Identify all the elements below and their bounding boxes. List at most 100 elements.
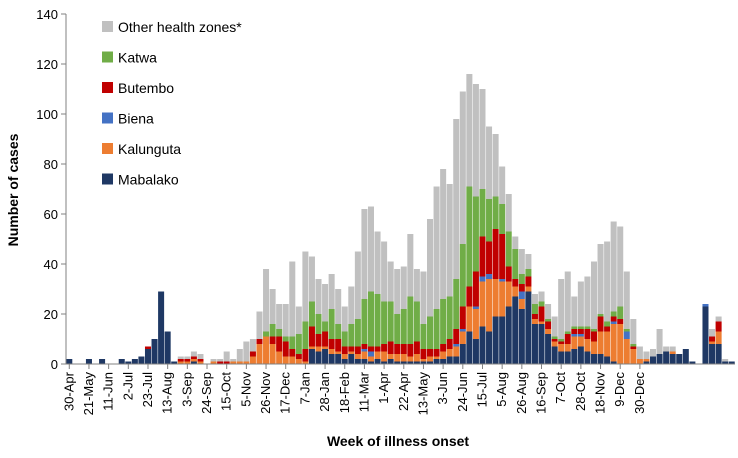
bar-segment-mabalako xyxy=(571,349,578,364)
bar-segment-mabalako xyxy=(322,349,329,364)
bar-segment-mabalako xyxy=(518,309,525,364)
bar-segment-mabalako xyxy=(643,361,650,364)
bar-segment-butembo xyxy=(604,326,611,332)
bar-segment-mabalako xyxy=(420,361,427,364)
bar-segment-kalunguta xyxy=(531,319,538,324)
bar-segment-mabalako xyxy=(138,356,145,364)
x-tick-label: 18-Nov xyxy=(593,372,608,414)
bar-segment-other-health-zones xyxy=(394,269,401,314)
bar-segment-other-health-zones xyxy=(263,269,270,332)
bar-segment-katwa xyxy=(472,196,479,272)
bar-segment-butembo xyxy=(315,334,322,347)
bar-segment-other-health-zones xyxy=(518,249,525,274)
bar-segment-kalunguta xyxy=(269,344,276,364)
bar-segment-butembo xyxy=(289,349,296,357)
bar-segment-butembo xyxy=(505,266,512,282)
bar-segment-katwa xyxy=(361,299,368,344)
bar-segment-other-health-zones xyxy=(499,166,506,204)
bar-segment-butembo xyxy=(459,306,466,329)
x-tick-label: 24-Sep xyxy=(199,372,214,414)
bar-segment-other-health-zones xyxy=(322,284,329,322)
bar-segment-kalunguta xyxy=(466,306,473,332)
bar-segment-other-health-zones xyxy=(545,304,552,319)
y-tick-label: 100 xyxy=(36,107,58,122)
x-tick-label: 26-Aug xyxy=(514,372,529,414)
bar-segment-katwa xyxy=(269,324,276,337)
bar-segment-butembo xyxy=(531,314,538,319)
bar-segment-other-health-zones xyxy=(577,281,584,327)
bar-segment-butembo xyxy=(584,329,591,339)
y-tick-labels: 0 20 40 60 80 100 120 140 xyxy=(36,7,58,372)
bar-segment-katwa xyxy=(420,324,427,349)
bar-segment-mabalako xyxy=(558,351,565,364)
bar-segment-kalunguta xyxy=(577,336,584,347)
bar-segment-mabalako xyxy=(190,361,197,364)
bar-segment-other-health-zones xyxy=(551,316,558,337)
bar-segment-kalunguta xyxy=(282,356,289,364)
bar-segment-katwa xyxy=(512,249,519,279)
bar-segment-katwa xyxy=(374,294,381,347)
legend-swatch-katwa xyxy=(102,51,113,63)
bar-segment-kalunguta xyxy=(571,336,578,349)
bar-segment-other-health-zones xyxy=(381,241,388,302)
bar-segment-butembo xyxy=(709,336,716,342)
bar-segment-butembo xyxy=(518,284,525,292)
bar-segment-mabalako xyxy=(472,339,479,364)
bar-segment-mabalako xyxy=(367,361,374,364)
bar-segment-katwa xyxy=(545,319,552,322)
bar-segment-mabalako xyxy=(99,359,106,364)
bar-segment-other-health-zones xyxy=(269,289,276,324)
legend: Other health zones* Katwa Butembo Biena Kalu… xyxy=(102,19,242,188)
bar-segment-katwa xyxy=(354,319,361,347)
bar-segment-other-health-zones xyxy=(479,89,486,189)
bar-segment-other-health-zones xyxy=(361,209,368,299)
bar-segment-butembo xyxy=(551,339,558,342)
bar-segment-kalunguta xyxy=(617,324,624,364)
bar-segment-katwa xyxy=(381,301,388,344)
bar-segment-kalunguta xyxy=(538,321,545,324)
bar-segment-mabalako xyxy=(682,349,689,364)
bar-segment-butembo xyxy=(361,344,368,349)
bar-segment-other-health-zones xyxy=(348,286,355,324)
bar-segment-kalunguta xyxy=(590,341,597,354)
bar-segment-katwa xyxy=(427,316,434,349)
bar-segment-kalunguta xyxy=(584,339,591,352)
bar-segment-kalunguta xyxy=(407,356,414,362)
bar-segment-mabalako xyxy=(728,361,735,364)
bar-segment-mabalako xyxy=(715,344,722,364)
bar-segment-mabalako xyxy=(505,306,512,364)
bar-segment-katwa xyxy=(564,331,571,334)
bar-segment-kalunguta xyxy=(249,356,256,364)
x-axis-title: Week of illness onset xyxy=(327,433,469,449)
legend-label-butembo: Butembo xyxy=(118,80,174,96)
bar-segment-mabalako xyxy=(387,359,394,364)
bar-segment-butembo xyxy=(571,329,578,334)
bar-segment-kalunguta xyxy=(525,286,532,292)
bar-segment-kalunguta xyxy=(302,361,309,364)
legend-label-katwa: Katwa xyxy=(118,50,157,66)
bar-segment-other-health-zones xyxy=(597,244,604,314)
bar-segment-butembo xyxy=(590,331,597,342)
bar-segment-katwa xyxy=(440,299,447,344)
bar-segment-other-health-zones xyxy=(512,236,519,249)
bar-segment-mabalako xyxy=(374,359,381,364)
bar-segment-other-health-zones xyxy=(387,261,394,302)
bar-segment-kalunguta xyxy=(564,344,571,352)
bar-segment-biena xyxy=(577,334,584,337)
bar-segment-mabalako xyxy=(66,359,73,364)
x-tick-label: 26-Nov xyxy=(258,372,273,414)
bar-segment-butembo xyxy=(249,351,256,357)
bar-segment-mabalako xyxy=(164,331,171,364)
y-tick-label: 140 xyxy=(36,7,58,22)
bar-segment-katwa xyxy=(558,339,565,342)
bar-segment-butembo xyxy=(610,316,617,322)
bar-segment-other-health-zones xyxy=(177,356,184,359)
bar-segment-butembo xyxy=(348,346,355,352)
bar-segment-other-health-zones xyxy=(446,184,453,297)
bar-segment-butembo xyxy=(512,279,519,287)
bar-segment-kalunguta xyxy=(427,356,434,362)
bar-segment-katwa xyxy=(335,324,342,339)
bar-segment-other-health-zones xyxy=(230,359,237,362)
bar-segment-butembo xyxy=(413,341,420,354)
bar-segment-other-health-zones xyxy=(604,241,611,322)
